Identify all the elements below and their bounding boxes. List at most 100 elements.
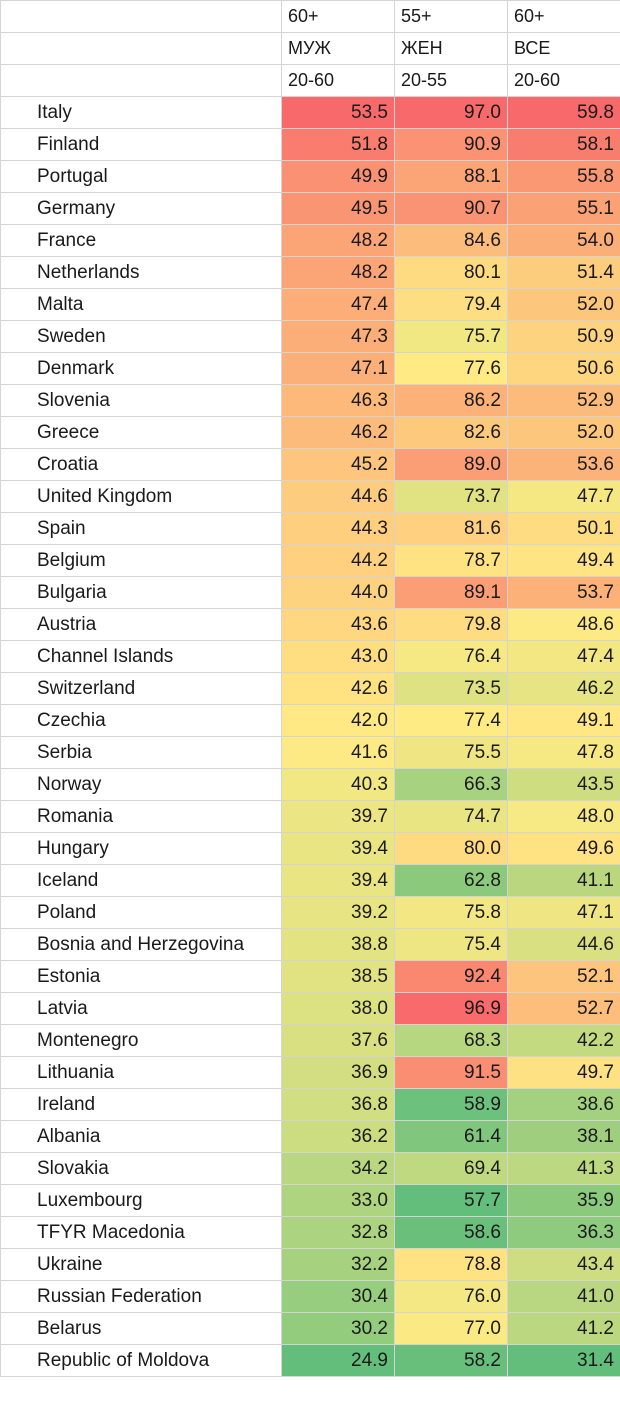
value-cell-men[interactable]: 36.9 <box>281 1056 395 1089</box>
country-cell[interactable]: United Kingdom <box>0 480 282 513</box>
value-cell-women[interactable]: 66.3 <box>394 768 508 801</box>
value-cell-women[interactable]: 69.4 <box>394 1152 508 1185</box>
value-cell-all[interactable]: 59.8 <box>507 96 620 129</box>
value-cell-men[interactable]: 42.6 <box>281 672 395 705</box>
country-cell[interactable]: Croatia <box>0 448 282 481</box>
value-cell-all[interactable]: 53.6 <box>507 448 620 481</box>
country-cell[interactable]: Finland <box>0 128 282 161</box>
value-cell-men[interactable]: 30.2 <box>281 1312 395 1345</box>
value-cell-women[interactable]: 97.0 <box>394 96 508 129</box>
country-cell[interactable]: Belgium <box>0 544 282 577</box>
country-cell[interactable]: Austria <box>0 608 282 641</box>
value-cell-all[interactable]: 44.6 <box>507 928 620 961</box>
country-cell[interactable]: Denmark <box>0 352 282 385</box>
value-cell-men[interactable]: 39.4 <box>281 832 395 865</box>
country-cell[interactable]: Luxembourg <box>0 1184 282 1217</box>
value-cell-women[interactable]: 75.7 <box>394 320 508 353</box>
value-cell-men[interactable]: 43.0 <box>281 640 395 673</box>
value-cell-women[interactable]: 81.6 <box>394 512 508 545</box>
value-cell-all[interactable]: 41.2 <box>507 1312 620 1345</box>
value-cell-all[interactable]: 47.4 <box>507 640 620 673</box>
value-cell-men[interactable]: 53.5 <box>281 96 395 129</box>
value-cell-men[interactable]: 38.8 <box>281 928 395 961</box>
header-cell[interactable]: ВСЕ <box>507 32 620 65</box>
value-cell-women[interactable]: 78.7 <box>394 544 508 577</box>
value-cell-all[interactable]: 41.1 <box>507 864 620 897</box>
value-cell-all[interactable]: 52.7 <box>507 992 620 1025</box>
value-cell-women[interactable]: 77.0 <box>394 1312 508 1345</box>
value-cell-women[interactable]: 79.4 <box>394 288 508 321</box>
value-cell-men[interactable]: 34.2 <box>281 1152 395 1185</box>
value-cell-men[interactable]: 33.0 <box>281 1184 395 1217</box>
value-cell-women[interactable]: 79.8 <box>394 608 508 641</box>
country-cell[interactable]: Greece <box>0 416 282 449</box>
value-cell-all[interactable]: 50.6 <box>507 352 620 385</box>
value-cell-women[interactable]: 86.2 <box>394 384 508 417</box>
value-cell-all[interactable]: 41.0 <box>507 1280 620 1313</box>
value-cell-all[interactable]: 47.1 <box>507 896 620 929</box>
value-cell-women[interactable]: 90.7 <box>394 192 508 225</box>
value-cell-women[interactable]: 89.1 <box>394 576 508 609</box>
value-cell-women[interactable]: 58.6 <box>394 1216 508 1249</box>
value-cell-women[interactable]: 73.7 <box>394 480 508 513</box>
value-cell-all[interactable]: 54.0 <box>507 224 620 257</box>
value-cell-all[interactable]: 41.3 <box>507 1152 620 1185</box>
value-cell-men[interactable]: 36.8 <box>281 1088 395 1121</box>
country-cell[interactable]: Ukraine <box>0 1248 282 1281</box>
value-cell-all[interactable]: 50.9 <box>507 320 620 353</box>
value-cell-all[interactable]: 47.8 <box>507 736 620 769</box>
value-cell-all[interactable]: 43.5 <box>507 768 620 801</box>
value-cell-all[interactable]: 58.1 <box>507 128 620 161</box>
value-cell-all[interactable]: 52.9 <box>507 384 620 417</box>
value-cell-all[interactable]: 38.1 <box>507 1120 620 1153</box>
value-cell-men[interactable]: 38.5 <box>281 960 395 993</box>
country-cell[interactable]: Czechia <box>0 704 282 737</box>
value-cell-women[interactable]: 74.7 <box>394 800 508 833</box>
value-cell-men[interactable]: 51.8 <box>281 128 395 161</box>
header-cell[interactable]: 55+ <box>394 0 508 33</box>
country-cell[interactable]: TFYR Macedonia <box>0 1216 282 1249</box>
value-cell-men[interactable]: 46.2 <box>281 416 395 449</box>
value-cell-women[interactable]: 57.7 <box>394 1184 508 1217</box>
country-cell[interactable]: Sweden <box>0 320 282 353</box>
value-cell-women[interactable]: 84.6 <box>394 224 508 257</box>
value-cell-all[interactable]: 52.0 <box>507 288 620 321</box>
country-cell[interactable]: Belarus <box>0 1312 282 1345</box>
country-cell[interactable]: Serbia <box>0 736 282 769</box>
value-cell-women[interactable]: 77.6 <box>394 352 508 385</box>
value-cell-men[interactable]: 36.2 <box>281 1120 395 1153</box>
value-cell-men[interactable]: 49.5 <box>281 192 395 225</box>
value-cell-men[interactable]: 46.3 <box>281 384 395 417</box>
header-cell[interactable] <box>0 64 282 97</box>
value-cell-men[interactable]: 41.6 <box>281 736 395 769</box>
country-cell[interactable]: Montenegro <box>0 1024 282 1057</box>
value-cell-all[interactable]: 55.1 <box>507 192 620 225</box>
value-cell-all[interactable]: 46.2 <box>507 672 620 705</box>
header-cell[interactable] <box>0 32 282 65</box>
value-cell-women[interactable]: 88.1 <box>394 160 508 193</box>
value-cell-men[interactable]: 37.6 <box>281 1024 395 1057</box>
country-cell[interactable]: Republic of Moldova <box>0 1344 282 1377</box>
value-cell-men[interactable]: 32.8 <box>281 1216 395 1249</box>
value-cell-women[interactable]: 78.8 <box>394 1248 508 1281</box>
value-cell-men[interactable]: 48.2 <box>281 224 395 257</box>
value-cell-women[interactable]: 58.2 <box>394 1344 508 1377</box>
country-cell[interactable]: Ireland <box>0 1088 282 1121</box>
country-cell[interactable]: Albania <box>0 1120 282 1153</box>
value-cell-men[interactable]: 44.6 <box>281 480 395 513</box>
country-cell[interactable]: Iceland <box>0 864 282 897</box>
value-cell-men[interactable]: 45.2 <box>281 448 395 481</box>
country-cell[interactable]: Slovenia <box>0 384 282 417</box>
value-cell-women[interactable]: 68.3 <box>394 1024 508 1057</box>
value-cell-men[interactable]: 47.3 <box>281 320 395 353</box>
country-cell[interactable]: France <box>0 224 282 257</box>
value-cell-women[interactable]: 75.4 <box>394 928 508 961</box>
header-cell[interactable]: 20-55 <box>394 64 508 97</box>
country-cell[interactable]: Italy <box>0 96 282 129</box>
country-cell[interactable]: Bosnia and Herzegovina <box>0 928 282 961</box>
value-cell-all[interactable]: 35.9 <box>507 1184 620 1217</box>
value-cell-women[interactable]: 91.5 <box>394 1056 508 1089</box>
value-cell-men[interactable]: 39.4 <box>281 864 395 897</box>
country-cell[interactable]: Germany <box>0 192 282 225</box>
header-cell[interactable]: ЖЕН <box>394 32 508 65</box>
